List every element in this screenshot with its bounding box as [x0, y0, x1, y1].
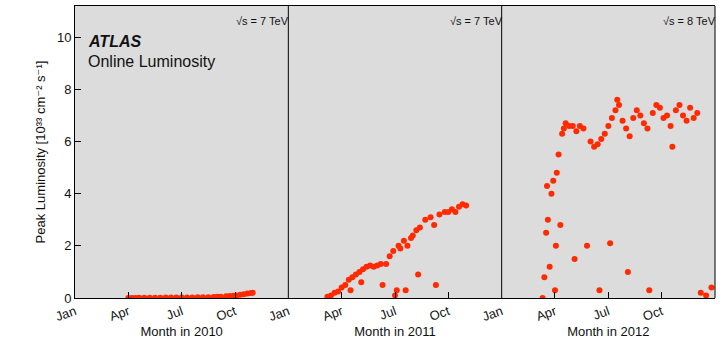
svg-text:Jan: Jan — [480, 303, 505, 324]
svg-text:Jan: Jan — [267, 303, 292, 324]
svg-text:10: 10 — [57, 30, 71, 45]
svg-text:√s = 7 TeV: √s = 7 TeV — [236, 15, 289, 27]
svg-text:8: 8 — [64, 82, 71, 97]
svg-text:Oct: Oct — [641, 303, 665, 324]
svg-text:√s = 8 TeV: √s = 8 TeV — [663, 15, 716, 27]
svg-text:Peak Luminosity [10³³ cm⁻² s⁻¹: Peak Luminosity [10³³ cm⁻² s⁻¹] — [33, 61, 48, 244]
svg-text:Jul: Jul — [591, 303, 612, 323]
svg-text:Oct: Oct — [214, 303, 238, 324]
svg-text:4: 4 — [64, 186, 71, 201]
svg-text:Month in 2010: Month in 2010 — [140, 324, 222, 339]
svg-text:6: 6 — [64, 134, 71, 149]
svg-text:Jul: Jul — [164, 303, 185, 323]
svg-text:√s = 7 TeV: √s = 7 TeV — [450, 15, 503, 27]
svg-text:2: 2 — [64, 238, 71, 253]
svg-text:Month in 2012: Month in 2012 — [567, 324, 649, 339]
svg-text:Apr: Apr — [534, 303, 559, 324]
svg-text:Oct: Oct — [427, 303, 451, 324]
svg-text:Jan: Jan — [53, 303, 78, 324]
svg-text:0: 0 — [64, 291, 71, 306]
svg-text:Online Luminosity: Online Luminosity — [88, 53, 215, 70]
svg-text:Month in 2011: Month in 2011 — [354, 324, 435, 339]
svg-text:Apr: Apr — [107, 303, 132, 324]
svg-text:Apr: Apr — [321, 303, 346, 324]
svg-text:ATLAS: ATLAS — [88, 33, 141, 50]
svg-text:Jul: Jul — [377, 303, 398, 323]
